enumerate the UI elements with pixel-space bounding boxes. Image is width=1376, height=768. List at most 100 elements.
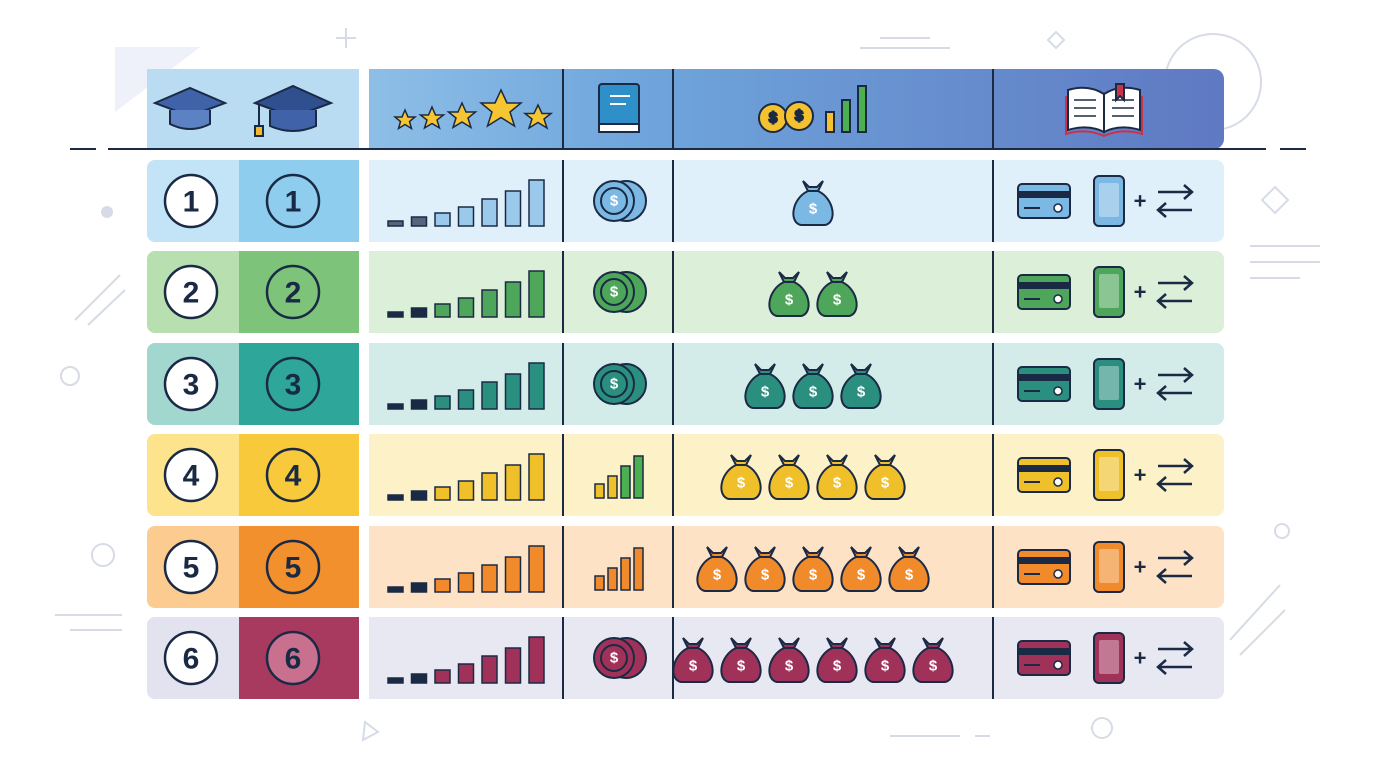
growth-bar [481,472,498,501]
plus-sign: + [1134,189,1147,214]
currency-symbol: $ [737,475,746,492]
transfer-arrows [1156,641,1194,675]
level-number: 5 [285,552,302,585]
currency-symbol: $ [857,384,866,401]
currency-symbol: $ [809,201,818,218]
gap [359,617,369,699]
currency-symbol: $ [929,658,938,675]
level-circle [265,447,321,503]
card [1017,640,1071,676]
mini-bar [594,483,605,499]
card [1017,274,1071,310]
book-icon [598,83,640,133]
phone-screen [1099,457,1119,491]
phone [1093,632,1125,684]
level-number: 4 [285,460,302,493]
card-stripe [1018,648,1070,655]
level-cell [239,526,359,608]
gap [359,251,369,333]
growth-bar [504,281,522,318]
currency-symbol: $ [713,567,722,584]
growth-bar [504,647,522,684]
level-number: 2 [285,277,302,310]
card-chip [1053,294,1063,304]
growth-bar [434,578,451,593]
growth-bar [387,494,404,501]
gap [359,434,369,516]
growth-bar [387,677,404,684]
rank-number: 4 [183,460,200,493]
card-chip [1053,203,1063,213]
currency-symbol: $ [785,292,794,309]
growth-bar [410,399,428,410]
mini-bar [620,557,631,591]
coin-rim [600,187,628,215]
phone-screen [1099,640,1119,674]
phone [1093,358,1125,410]
level-circle [265,539,321,595]
currency-symbol: $ [689,658,698,675]
coin-front [593,271,635,313]
coin-front [593,180,635,222]
rank-number: 2 [183,277,200,310]
transfer-arrows [1156,550,1194,584]
growth-bar [481,564,498,593]
open-book-icon [1065,83,1143,138]
rank-circle [163,173,219,229]
phone-screen [1099,183,1119,217]
growth-bar [504,556,522,593]
currency-symbol: $ [769,110,778,127]
gap [359,160,369,242]
mini-bar [620,465,631,499]
card-chip [1053,660,1063,670]
rank-circle [163,447,219,503]
growth-bar [528,453,545,501]
growth-bar [387,403,404,410]
plus-sign: + [1134,463,1147,488]
table-row: 2 2 $ $ $ + [147,251,1224,333]
level-circle [265,630,321,686]
growth-bar [457,572,475,593]
level-circle [265,356,321,412]
level-cell [239,251,359,333]
growth-bar [481,655,498,684]
card-chip [1053,386,1063,396]
growth-bar [528,270,545,318]
phone-screen [1099,366,1119,400]
growth-bar [504,190,522,227]
growth-bar [434,395,451,410]
growth-bar [410,307,428,318]
level-cell [239,160,359,242]
transfer-arrows [1156,367,1194,401]
card-stripe [1018,557,1070,564]
table-row: 1 1 $ $ + [147,160,1224,242]
coin-rim [600,278,628,306]
card [1017,457,1071,493]
currency-symbol: $ [833,658,842,675]
growth-bar [528,545,545,593]
currency-symbol: $ [833,292,842,309]
growth-bar [481,198,498,227]
column-dividers [562,160,994,242]
mini-bar [607,475,618,499]
currency-symbol: $ [809,384,818,401]
card-stripe [1018,191,1070,198]
growth-bar [387,586,404,593]
currency-symbol: $ [785,475,794,492]
column-dividers [562,617,994,699]
coin-front [593,637,635,679]
currency-symbol: $ [610,650,619,667]
mini-bar [633,455,644,499]
table-row: 3 3 $ $ $ $ + [147,343,1224,425]
level-number: 3 [285,369,302,402]
rank-circle [163,539,219,595]
card [1017,183,1071,219]
plus-sign: + [1134,555,1147,580]
gap [359,526,369,608]
rank-number: 3 [183,369,200,402]
currency-symbol: $ [737,658,746,675]
card-stripe [1018,282,1070,289]
growth-bar [481,289,498,318]
plus-sign: + [1134,372,1147,397]
